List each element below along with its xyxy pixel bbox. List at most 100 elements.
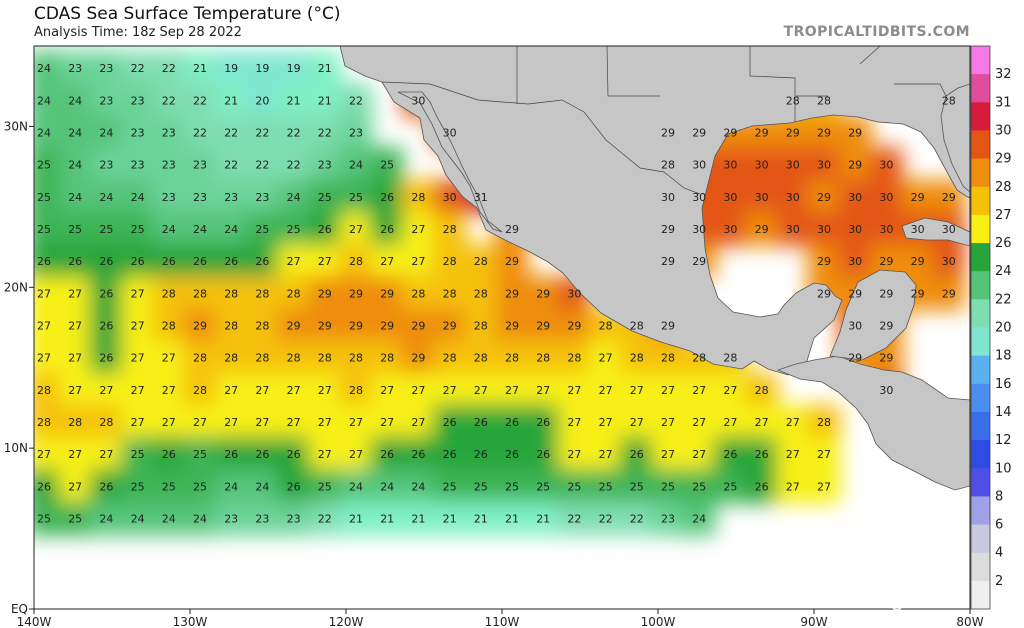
sst-cell	[339, 147, 373, 182]
sst-cell	[121, 179, 155, 214]
land-cuba	[901, 217, 970, 247]
sst-value-label: 27	[661, 448, 675, 461]
sst-cell	[58, 469, 92, 504]
sst-value-label: 29	[942, 191, 956, 204]
sst-value-label: 23	[99, 94, 113, 107]
sst-cell	[401, 437, 435, 472]
y-tick-label: 10N	[4, 441, 28, 455]
sst-value-label: 25	[37, 223, 51, 236]
colorbar-label: 28	[995, 180, 1012, 195]
sst-value-label: 28	[224, 319, 238, 332]
sst-value-label: 22	[318, 512, 332, 525]
sst-cell	[245, 469, 279, 504]
sst-value-label: 26	[474, 448, 488, 461]
sst-value-label: 26	[37, 255, 51, 268]
sst-cell	[651, 437, 685, 472]
sst-value-label: 29	[411, 352, 425, 365]
sst-cell	[339, 404, 373, 440]
sst-value-label: 28	[661, 159, 675, 172]
sst-value-label: 26	[318, 223, 332, 236]
sst-cell	[152, 83, 186, 118]
sst-value-label: 30	[848, 319, 862, 332]
sst-cell	[495, 437, 529, 472]
sst-value-label: 26	[536, 448, 550, 461]
sst-value-label: 23	[224, 512, 238, 525]
sst-cell	[370, 372, 404, 407]
sst-value-label: 27	[755, 416, 769, 429]
sst-value-label: 27	[692, 416, 706, 429]
sst-cell	[58, 51, 92, 86]
colorbar-label: 10	[995, 461, 1012, 476]
sst-cell	[121, 340, 155, 375]
sst-value-label: 27	[68, 319, 82, 332]
sst-cell	[277, 340, 311, 375]
sst-value-label: 26	[68, 255, 82, 268]
sst-cell	[713, 469, 747, 504]
sst-cell	[245, 244, 279, 279]
sst-cell	[34, 404, 61, 440]
sst-value-label: 20	[255, 94, 269, 107]
colorbar-swatch	[971, 214, 990, 244]
sst-cell	[245, 276, 279, 311]
sst-value-label: 27	[131, 416, 145, 429]
sst-cell	[339, 469, 373, 504]
sst-value-label: 28	[380, 352, 394, 365]
sst-cell	[308, 501, 342, 536]
sst-value-label: 27	[255, 416, 269, 429]
sst-cell	[401, 372, 435, 407]
sst-cell	[932, 244, 966, 279]
sst-value-label: 27	[567, 384, 581, 397]
sst-value-label: 24	[162, 223, 176, 236]
colorbar-label: 22	[995, 292, 1012, 307]
sst-value-label: 25	[131, 480, 145, 493]
sst-cell	[214, 501, 248, 536]
sst-cell	[34, 83, 61, 118]
sst-cell	[121, 404, 155, 440]
sst-value-label: 25	[131, 223, 145, 236]
sst-value-label: 29	[380, 287, 394, 300]
sst-cell	[214, 437, 248, 472]
sst-value-label: 29	[318, 319, 332, 332]
sst-value-label: 30	[786, 191, 800, 204]
sst-value-label: 27	[349, 416, 363, 429]
land-yucatan	[829, 269, 917, 361]
sst-cell	[183, 211, 217, 247]
sst-value-label: 27	[224, 384, 238, 397]
sst-value-label: 29	[349, 319, 363, 332]
sst-value-label: 25	[474, 480, 488, 493]
sst-cell	[495, 340, 529, 375]
sst-value-label: 29	[380, 319, 394, 332]
sst-value-label: 29	[411, 319, 425, 332]
brand-logo[interactable]: TROPICALTIDBITS.COM	[783, 24, 970, 40]
sst-cell	[152, 51, 186, 86]
sst-cell	[370, 147, 404, 182]
sst-cell	[277, 469, 311, 504]
sst-cell	[308, 147, 342, 182]
sst-cell	[776, 147, 810, 182]
sst-cell	[433, 404, 467, 440]
map-title: CDAS Sea Surface Temperature (°C)	[34, 4, 341, 24]
sst-value-label: 28	[505, 352, 519, 365]
sst-cell	[89, 308, 123, 343]
sst-value-label: 28	[37, 384, 51, 397]
sst-value-label: 27	[411, 384, 425, 397]
sst-value-label: 27	[99, 448, 113, 461]
sst-cell	[838, 211, 872, 247]
sst-cell	[152, 179, 186, 214]
sst-cell	[183, 83, 217, 118]
sst-cell	[589, 501, 623, 536]
sst-cell	[245, 308, 279, 343]
sst-value-label: 24	[411, 480, 425, 493]
sst-cell	[901, 244, 935, 279]
sst-value-label: 22	[349, 94, 363, 107]
sst-value-label: 27	[567, 416, 581, 429]
sst-value-label: 30	[848, 191, 862, 204]
sst-cell	[682, 469, 716, 504]
sst-value-label: 29	[692, 126, 706, 139]
sst-cell	[308, 308, 342, 343]
sst-value-label: 27	[68, 287, 82, 300]
sst-cell	[183, 469, 217, 504]
colorbar-swatch	[971, 552, 990, 582]
y-tick-label: EQ	[11, 602, 28, 616]
sst-value-label: 29	[942, 287, 956, 300]
